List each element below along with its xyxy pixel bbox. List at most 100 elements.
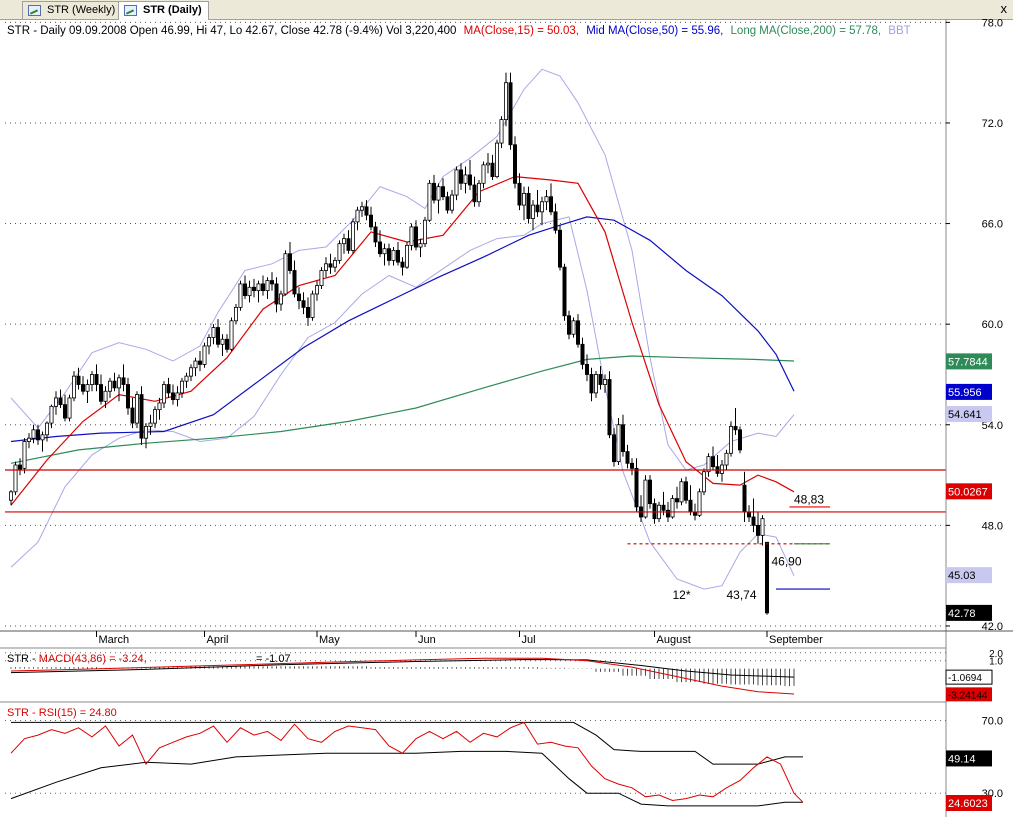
price-value-label-bg <box>946 406 992 423</box>
candle-up <box>67 397 72 419</box>
macd-tick-label: 1.0 <box>989 657 1003 668</box>
candle-down <box>652 503 657 520</box>
candle-up <box>179 380 184 394</box>
candle-down <box>301 300 306 308</box>
x-tick-label: September <box>769 634 823 646</box>
y-tick-label: 48.0 <box>982 520 1003 532</box>
candle-down <box>76 375 81 385</box>
candle-up <box>202 345 207 365</box>
candle-up <box>206 337 211 347</box>
candle-down <box>630 462 635 469</box>
candle-down <box>472 184 477 203</box>
macd-signal-header: = -1.07 <box>256 653 291 665</box>
macd-line <box>10 657 795 695</box>
close-icon[interactable]: x <box>1000 1 1008 16</box>
candle-up <box>359 206 364 211</box>
candle-up <box>72 375 77 399</box>
candle-down <box>242 283 247 297</box>
candle-down <box>625 451 630 464</box>
candle-up <box>540 201 545 213</box>
candle-up <box>256 283 261 292</box>
candle-down <box>36 429 41 441</box>
candle-up <box>238 283 243 308</box>
ma50-line <box>10 216 795 443</box>
price-value-label-bg <box>946 353 992 370</box>
candle-up <box>184 375 189 382</box>
candle-down <box>94 374 99 385</box>
candle-down <box>684 481 689 501</box>
candle-up <box>594 374 599 394</box>
tab-label: STR (Weekly) <box>47 4 116 16</box>
price-value-label: 55.956 <box>948 387 982 399</box>
candle-down <box>612 434 617 463</box>
rsi-upper-band <box>11 721 803 765</box>
candle-up <box>454 169 459 196</box>
candle-up <box>323 263 328 271</box>
candle-down <box>346 238 351 251</box>
x-tick-label: Jul <box>522 634 536 646</box>
price-value-label: 54.641 <box>948 409 982 421</box>
candle-down <box>738 429 743 451</box>
candle-down <box>130 407 135 424</box>
candle-down <box>224 338 229 350</box>
candle-down <box>17 464 22 471</box>
candle-up <box>616 424 621 463</box>
candle-down <box>589 374 594 394</box>
price-value-label-bg <box>946 567 992 584</box>
candle-up <box>13 464 18 493</box>
candle-down <box>386 248 391 261</box>
candle-up <box>265 280 270 292</box>
candle-down <box>580 343 585 365</box>
rsi-value-label: 49.14 <box>948 753 976 765</box>
candle-down <box>296 293 301 302</box>
candle-up <box>409 226 414 246</box>
candle-down <box>395 249 400 263</box>
candle-up <box>729 426 734 454</box>
price-annotation: 43,74 <box>727 588 757 602</box>
candle-up <box>337 243 342 261</box>
candle-down <box>166 384 171 394</box>
candle-down <box>377 241 382 255</box>
stock-chart: 48,83 46,90 12* 43,74 78.0 72.0 66.0 60.0 54.0 4… <box>0 19 1013 817</box>
candle-up <box>31 429 36 439</box>
y-tick-label: 54.0 <box>982 420 1003 432</box>
candle-up <box>193 360 198 369</box>
price-value-label: 45.03 <box>948 570 976 582</box>
candle-down <box>675 498 680 503</box>
candle-up <box>706 456 711 473</box>
candle-down <box>413 226 418 248</box>
candle-up <box>427 182 432 221</box>
candle-down <box>121 377 126 385</box>
x-tick-label: May <box>319 634 340 646</box>
ma15-line <box>10 175 795 506</box>
candle-up <box>143 426 148 439</box>
candle-up <box>481 164 486 184</box>
candle-down <box>63 404 68 419</box>
candle-up <box>760 518 765 536</box>
price-value-label: 57.7844 <box>948 356 988 368</box>
candle-down <box>467 174 472 186</box>
rsi-value-label-bg <box>946 795 992 812</box>
candle-up <box>643 479 648 518</box>
rsi-value-label: 24.6023 <box>948 798 988 810</box>
candle-up <box>45 422 50 436</box>
candle-up <box>418 243 423 248</box>
candle-down <box>747 511 752 518</box>
candle-down <box>742 484 747 513</box>
rsi-tick-label: 70.0 <box>982 716 1003 728</box>
candle-down <box>711 456 716 468</box>
chart-tab-icon <box>124 5 137 16</box>
candle-up <box>152 409 157 424</box>
tab-str-daily[interactable]: STR (Daily) <box>118 1 209 20</box>
macd-signal-line <box>10 658 795 678</box>
candle-down <box>170 392 175 401</box>
price-value-label-bg <box>946 383 992 400</box>
candle-down <box>400 261 405 268</box>
rsi-line <box>10 721 804 803</box>
price-grid <box>5 21 946 627</box>
candle-up <box>679 481 684 503</box>
candle-down <box>607 379 612 436</box>
tab-str-weekly[interactable]: STR (Weekly) <box>22 1 123 19</box>
y-tick-label: 72.0 <box>982 118 1003 130</box>
